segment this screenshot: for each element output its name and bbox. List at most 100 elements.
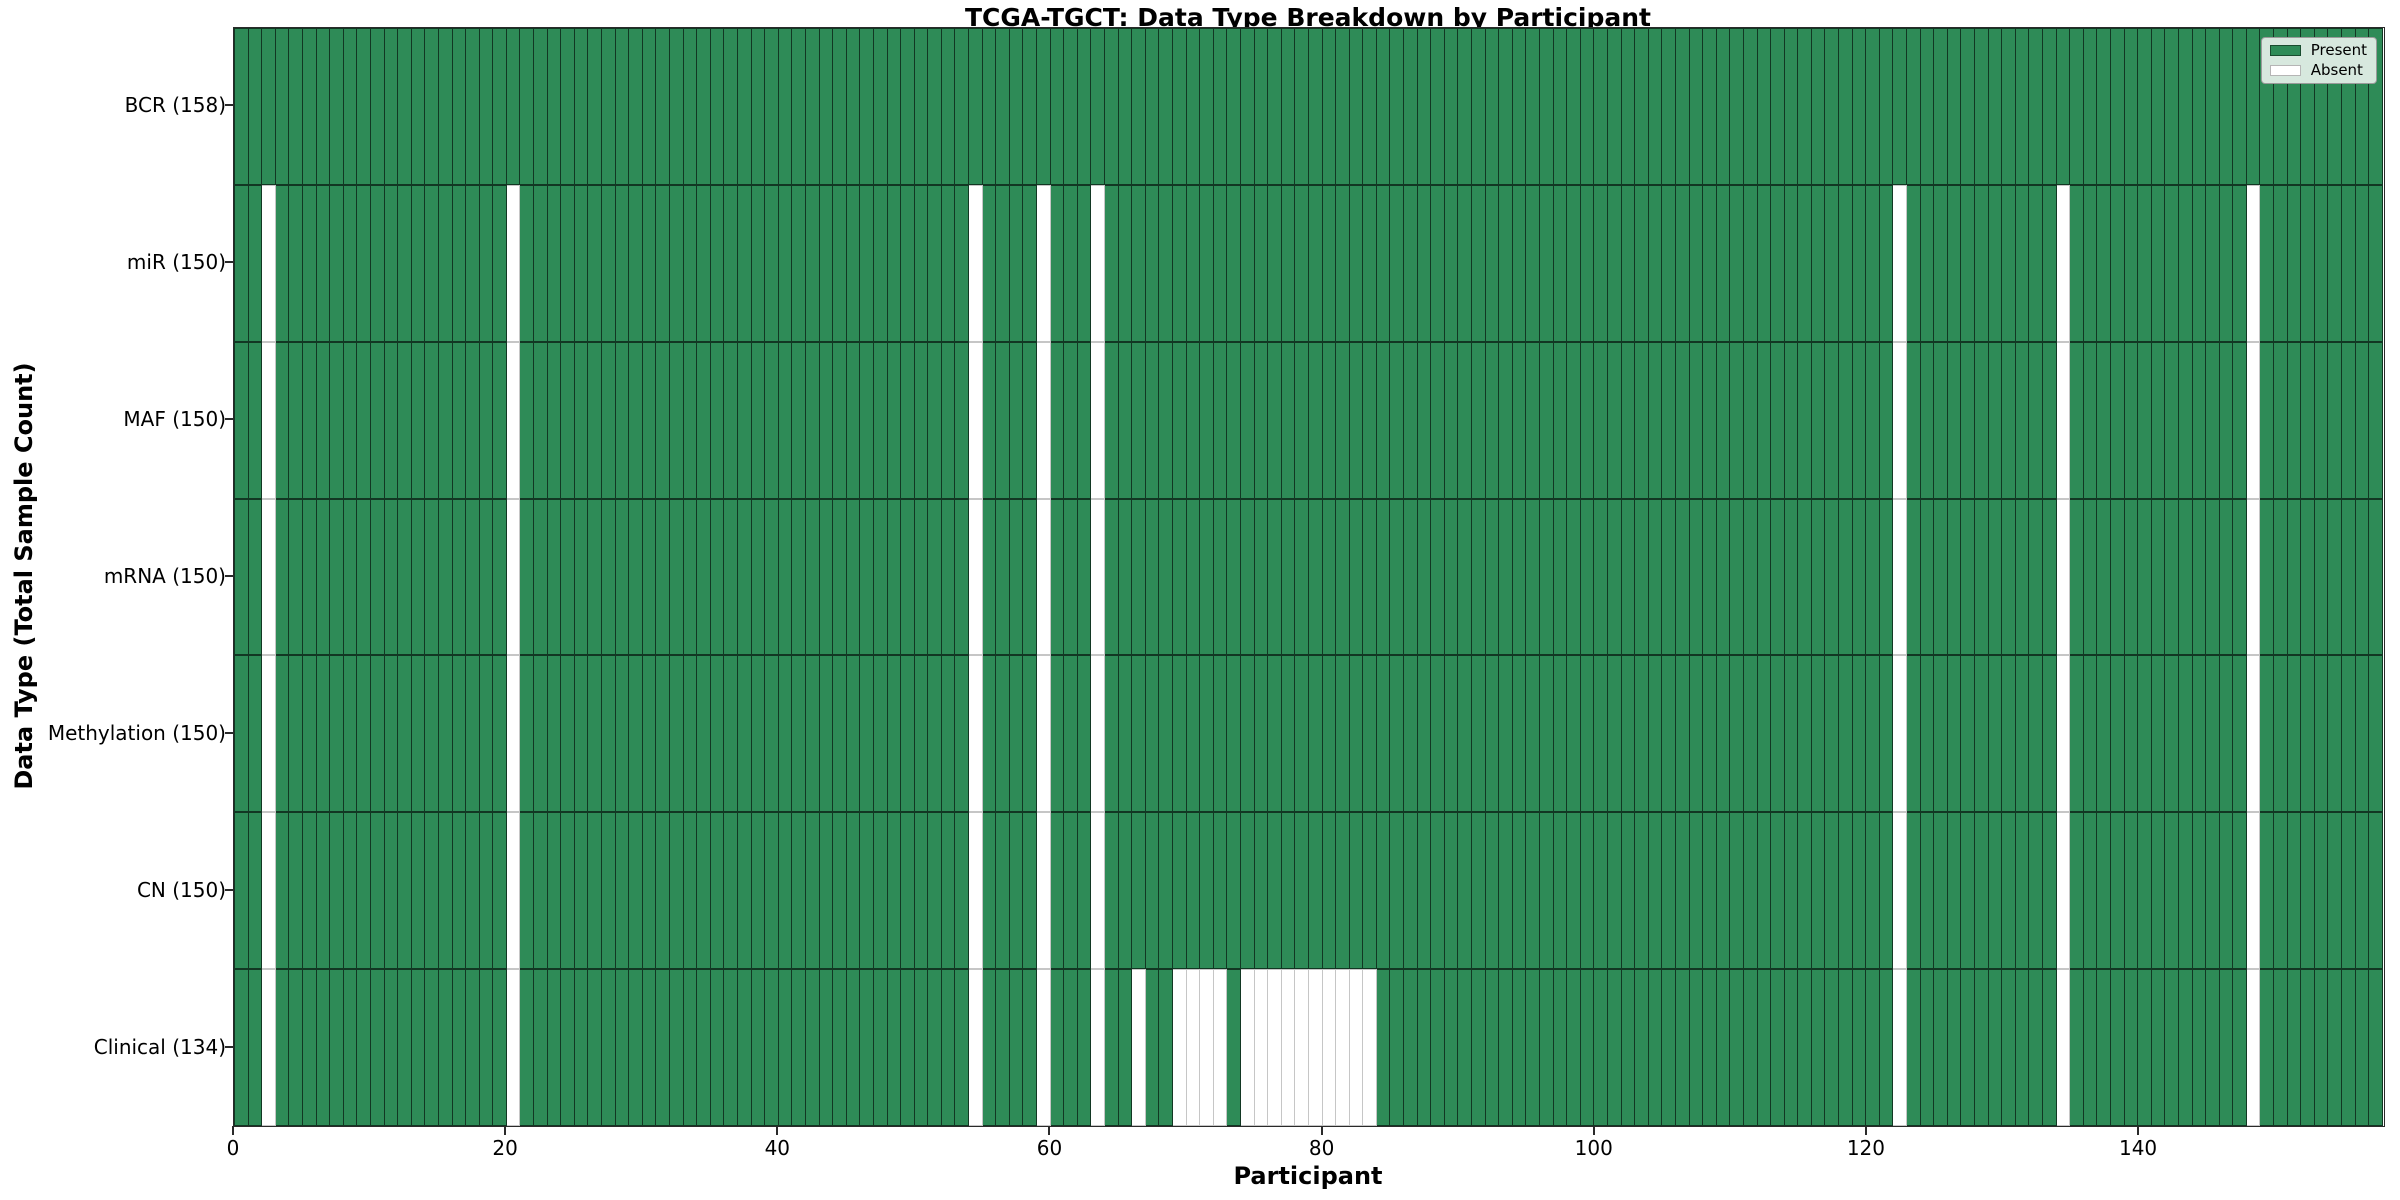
- heatmap-cell: [411, 812, 426, 970]
- heatmap-cell: [1771, 341, 1785, 499]
- heatmap-cell: [1798, 28, 1812, 185]
- heatmap-cell: [1186, 184, 1201, 342]
- heatmap-cell: [1132, 498, 1146, 656]
- heatmap-cell: [724, 28, 738, 185]
- heatmap-cell: [1907, 812, 1921, 970]
- heatmap-cell: [357, 812, 371, 970]
- heatmap-cell: [343, 28, 358, 185]
- heatmap-cell: [520, 341, 535, 499]
- heatmap-cell: [1526, 184, 1540, 342]
- heatmap-cell: [1784, 655, 1799, 813]
- heatmap-cell: [1363, 498, 1377, 656]
- heatmap-cell: [1743, 341, 1758, 499]
- heatmap-cell: [1132, 812, 1146, 970]
- heatmap-cell: [751, 498, 766, 656]
- heatmap-cell: [710, 812, 725, 970]
- heatmap-cell: [357, 341, 371, 499]
- heatmap-cell: [1947, 498, 1962, 656]
- heatmap-cell: [969, 969, 983, 1127]
- heatmap-cell: [411, 28, 426, 185]
- heatmap-cell: [1540, 28, 1554, 185]
- heatmap-cell: [2355, 341, 2370, 499]
- heatmap-cell: [642, 812, 657, 970]
- heatmap-cell: [1730, 184, 1744, 342]
- heatmap-cell: [275, 812, 290, 970]
- heatmap-cell: [1798, 969, 1812, 1127]
- heatmap-cell: [1308, 184, 1323, 342]
- heatmap-cell: [1567, 28, 1581, 185]
- heatmap-cell: [1607, 498, 1622, 656]
- heatmap-cell: [982, 341, 997, 499]
- heatmap-row: [234, 184, 2384, 342]
- heatmap-cell: [1159, 655, 1173, 813]
- heatmap-cell: [955, 28, 970, 185]
- heatmap-cell: [357, 655, 371, 813]
- heatmap-cell: [1852, 655, 1867, 813]
- heatmap-cell: [1417, 655, 1432, 813]
- heatmap-cell: [1567, 655, 1581, 813]
- heatmap-cell: [1716, 655, 1731, 813]
- heatmap-cell: [2110, 184, 2125, 342]
- y-tick-mark: [225, 731, 234, 734]
- heatmap-cell: [1159, 969, 1173, 1127]
- heatmap-cell: [1499, 184, 1513, 342]
- heatmap-cell: [1268, 812, 1282, 970]
- heatmap-cell: [2002, 655, 2016, 813]
- heatmap-cell: [1431, 341, 1445, 499]
- heatmap-cell: [1743, 498, 1758, 656]
- heatmap-cell: [737, 184, 752, 342]
- heatmap-cell: [1172, 812, 1187, 970]
- heatmap-cell: [547, 341, 562, 499]
- heatmap-cell: [1200, 969, 1214, 1127]
- heatmap-cell: [438, 498, 453, 656]
- heatmap-cell: [1023, 655, 1038, 813]
- heatmap-cell: [1730, 341, 1744, 499]
- heatmap-cell: [1594, 184, 1608, 342]
- heatmap-cell: [1988, 969, 2003, 1127]
- heatmap-cell: [466, 812, 480, 970]
- heatmap-cell: [1839, 184, 1853, 342]
- heatmap-cell: [302, 28, 317, 185]
- heatmap-cell: [330, 28, 344, 185]
- heatmap-cell: [1825, 28, 1840, 185]
- heatmap-cell: [1784, 969, 1799, 1127]
- heatmap-cell: [1757, 498, 1772, 656]
- heatmap-cell: [1417, 812, 1432, 970]
- heatmap-cell: [928, 969, 942, 1127]
- heatmap-cell: [275, 28, 290, 185]
- heatmap-cell: [1404, 812, 1418, 970]
- heatmap-cell: [2246, 28, 2261, 185]
- heatmap-cell: [1648, 341, 1663, 499]
- heatmap-cell: [1200, 184, 1214, 342]
- heatmap-cell: [996, 969, 1010, 1127]
- heatmap-cell: [248, 655, 263, 813]
- heatmap-cell: [833, 28, 847, 185]
- heatmap-cell: [778, 498, 793, 656]
- heatmap-cell: [1050, 184, 1065, 342]
- heatmap-cell: [1961, 812, 1975, 970]
- heatmap-cell: [710, 184, 725, 342]
- heatmap-cell: [941, 655, 956, 813]
- x-tick-mark: [1048, 1126, 1051, 1135]
- heatmap-cell: [2029, 969, 2043, 1127]
- heatmap-cell: [1879, 498, 1894, 656]
- heatmap-cell: [248, 498, 263, 656]
- heatmap-cell: [2287, 341, 2302, 499]
- heatmap-cell: [425, 341, 439, 499]
- heatmap-cell: [1227, 184, 1241, 342]
- heatmap-cell: [1893, 341, 1908, 499]
- heatmap-cell: [602, 341, 616, 499]
- heatmap-cell: [2178, 969, 2193, 1127]
- heatmap-cell: [1703, 812, 1717, 970]
- heatmap-cell: [2260, 184, 2275, 342]
- heatmap-cell: [2355, 184, 2370, 342]
- heatmap-cell: [724, 812, 738, 970]
- heatmap-cell: [520, 969, 535, 1127]
- heatmap-cell: [737, 498, 752, 656]
- heatmap-cell: [1784, 812, 1799, 970]
- heatmap-cell: [1648, 498, 1663, 656]
- heatmap-cell: [1607, 184, 1622, 342]
- heatmap-cell: [1064, 812, 1078, 970]
- heatmap-cell: [1839, 28, 1853, 185]
- heatmap-cell: [1186, 655, 1201, 813]
